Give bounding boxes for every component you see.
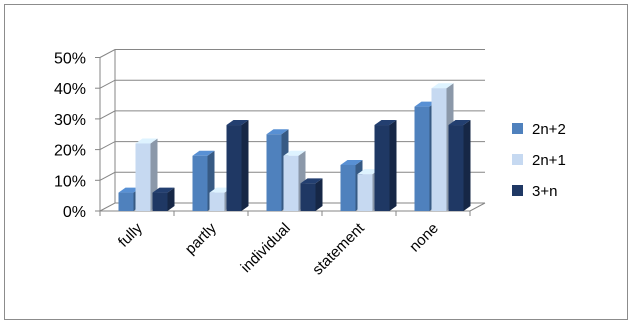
y-tick-labels: 0% 10% 20% 30% 40% 50% [54, 51, 86, 222]
y-tick-label: 40% [54, 81, 86, 98]
y-tick-label: 10% [54, 173, 86, 190]
legend-label: 2n+1 [532, 152, 566, 169]
bar-top [431, 83, 454, 89]
y-tick-label: 20% [54, 143, 86, 160]
bar-top [357, 169, 380, 175]
bar-top [374, 120, 397, 126]
bar-top [266, 129, 289, 135]
bar-side [463, 120, 471, 211]
legend-swatch [512, 154, 523, 165]
y-tick-label: 0% [63, 204, 86, 221]
bar-top [300, 178, 323, 184]
bar-top [414, 101, 437, 107]
bar-top [283, 150, 306, 156]
bar-top [226, 120, 249, 126]
bar-front [300, 183, 316, 211]
bar-front [266, 134, 282, 211]
bar [226, 120, 249, 211]
legend-swatch [512, 185, 523, 196]
bar [374, 120, 397, 211]
bars [118, 83, 471, 211]
bar-top [152, 187, 175, 193]
bar [300, 178, 323, 211]
gridline [99, 49, 485, 58]
bar-front [448, 125, 464, 211]
x-tick-label: none [406, 220, 442, 256]
bar-top [209, 187, 232, 193]
bar-top [340, 159, 363, 165]
bar-front [152, 192, 168, 211]
bar-side [167, 187, 175, 211]
bar-front [340, 164, 356, 211]
bar-side [241, 120, 249, 211]
legend: 2n+2 2n+1 3+n [512, 121, 566, 200]
x-tick-label: statement [309, 219, 368, 278]
bar [152, 187, 175, 211]
x-tick-label: partly [182, 219, 220, 257]
bar-front [374, 125, 390, 211]
bar-front [357, 174, 373, 211]
axes [95, 49, 486, 216]
legend-label: 2n+2 [532, 121, 566, 138]
legend-label: 3+n [532, 183, 557, 200]
bar-front [118, 192, 134, 211]
bar-top [135, 138, 158, 144]
bar-front [209, 192, 225, 211]
chart-frame [4, 4, 628, 320]
bar-top [448, 120, 471, 126]
bar-front [226, 125, 242, 211]
bar-front [135, 143, 151, 211]
bar-top [192, 150, 215, 156]
bar-side [315, 178, 323, 211]
bar-front [192, 155, 208, 211]
bar-front [414, 106, 430, 211]
bar [448, 120, 471, 211]
legend-swatch [512, 123, 523, 134]
bar-front [431, 88, 447, 211]
y-tick-label: 50% [54, 51, 86, 68]
bar-side [389, 120, 397, 211]
gridline [99, 79, 485, 89]
bar-front [283, 155, 299, 211]
bar-top [118, 187, 141, 193]
x-tick-label: individual [238, 220, 294, 276]
x-tick-label: fully [115, 219, 146, 250]
x-tick-labels: fully partly individual statement none [115, 219, 442, 278]
bar [135, 138, 158, 211]
y-tick-label: 30% [54, 112, 86, 129]
